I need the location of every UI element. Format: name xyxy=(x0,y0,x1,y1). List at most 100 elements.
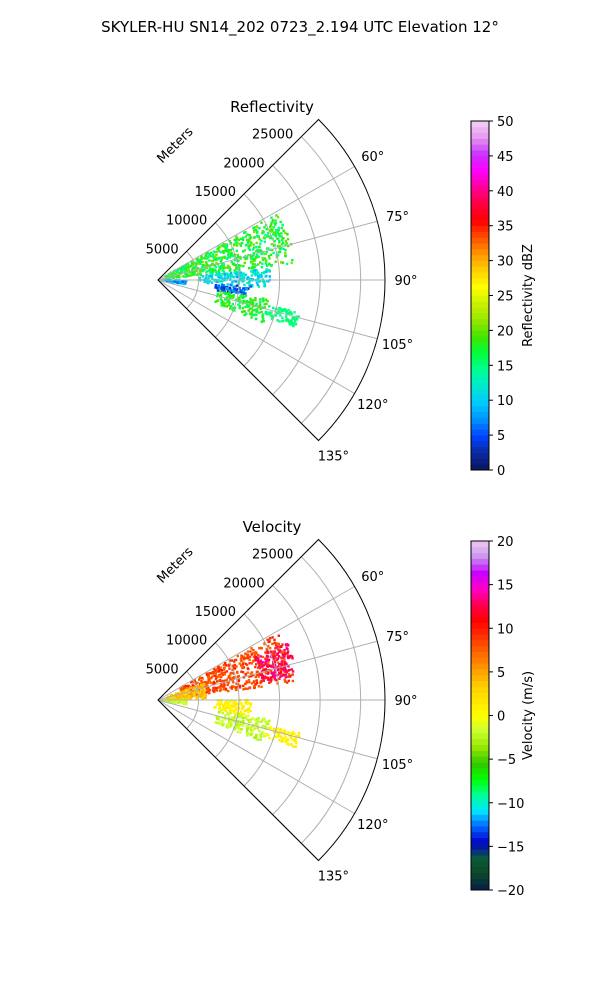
echo-cell xyxy=(253,263,257,266)
echo-cell xyxy=(235,266,238,269)
echo-cell xyxy=(280,649,283,653)
colorbar-label: Velocity (m/s) xyxy=(521,671,536,760)
echo-cell xyxy=(181,280,185,283)
colorbar-swatch xyxy=(471,196,489,203)
echo-cell xyxy=(248,283,251,286)
echo-cell xyxy=(214,706,217,709)
echo-cell xyxy=(219,290,222,293)
echo-cell xyxy=(244,292,247,295)
echo-cell xyxy=(206,251,209,254)
colorbar-swatch xyxy=(471,663,489,670)
echo-cell xyxy=(263,642,266,646)
echo-cell xyxy=(229,711,232,714)
echo-cell xyxy=(287,738,290,742)
echo-cell xyxy=(252,685,256,688)
echo-cell xyxy=(217,702,220,705)
echo-cell xyxy=(243,712,246,716)
echo-cell xyxy=(263,285,266,288)
echo-cell xyxy=(264,275,267,278)
echo-cell xyxy=(220,282,223,286)
echo-cell xyxy=(217,675,220,678)
echo-cell xyxy=(229,673,232,676)
echo-cell xyxy=(246,655,249,658)
echo-cell xyxy=(242,272,245,275)
echo-cell xyxy=(185,700,188,703)
echo-cell xyxy=(192,691,195,695)
echo-cell xyxy=(246,301,249,304)
echo-cell xyxy=(187,688,190,692)
echo-cell xyxy=(270,221,273,225)
colorbar-swatch xyxy=(471,762,489,769)
echo-cell xyxy=(274,260,277,263)
echo-cell xyxy=(255,250,258,253)
echo-cell xyxy=(184,690,187,693)
echo-cell xyxy=(278,244,282,248)
echo-cell xyxy=(216,680,219,683)
echo-cell xyxy=(245,255,248,259)
echo-cell xyxy=(232,262,236,265)
echo-cell xyxy=(235,235,238,238)
echo-cell xyxy=(220,720,223,723)
echo-cell xyxy=(234,280,238,283)
echo-cell xyxy=(274,234,277,238)
echo-cell xyxy=(204,254,207,258)
azimuth-radial xyxy=(157,640,378,701)
radial-tick-label: 10000 xyxy=(166,214,207,229)
echo-cell xyxy=(244,257,247,261)
echo-cell xyxy=(230,723,233,726)
echo-cell xyxy=(297,732,301,735)
colorbar-tick-label: 5 xyxy=(497,429,505,444)
colorbar-label: Reflectivity dBZ xyxy=(521,244,536,347)
echo-cell xyxy=(263,257,267,260)
echo-cell xyxy=(279,667,283,670)
echo-cell xyxy=(190,681,193,684)
echo-cell xyxy=(255,721,258,724)
echo-cell xyxy=(223,673,226,676)
echo-cell xyxy=(272,662,275,666)
echo-cell xyxy=(175,279,179,283)
colorbar-tick-label: −20 xyxy=(497,884,524,899)
echo-cell xyxy=(274,657,277,660)
echo-cell xyxy=(220,299,224,303)
echo-cell xyxy=(283,649,286,652)
echo-cell xyxy=(234,700,237,704)
echo-cell xyxy=(268,269,271,272)
echo-cell xyxy=(261,655,264,659)
echo-cell xyxy=(242,688,245,691)
colorbar-swatch xyxy=(471,639,489,647)
echo-cell xyxy=(231,308,234,311)
echo-cell xyxy=(218,272,221,275)
echo-cell xyxy=(220,258,223,261)
echo-cell xyxy=(244,243,248,247)
echo-cell xyxy=(235,703,238,706)
echo-cell xyxy=(276,735,279,739)
echo-cell xyxy=(273,727,276,731)
echo-cell xyxy=(259,655,262,658)
colorbar-swatch xyxy=(471,458,489,465)
colorbar-swatch xyxy=(471,849,489,856)
echo-cell xyxy=(280,730,283,734)
echo-cell xyxy=(287,309,290,312)
colorbar-swatch xyxy=(471,831,489,839)
echo-cell xyxy=(263,717,266,720)
echo-cell xyxy=(186,697,189,700)
echo-cell xyxy=(242,287,245,290)
echo-cell xyxy=(270,263,273,267)
echo-cell xyxy=(201,688,205,691)
echo-cell xyxy=(217,711,221,714)
colorbar-swatch xyxy=(471,324,489,331)
echo-cell xyxy=(214,300,217,303)
echo-cell xyxy=(266,638,269,641)
echo-cell xyxy=(242,310,246,313)
echo-cell xyxy=(226,248,229,252)
echo-cell xyxy=(245,657,248,660)
echo-cell xyxy=(248,280,251,284)
colorbar-swatch xyxy=(471,802,489,809)
echo-cell xyxy=(267,255,271,258)
echo-cell xyxy=(232,285,235,289)
echo-cell xyxy=(238,715,242,719)
echo-cell xyxy=(193,271,196,274)
echo-cell xyxy=(192,261,196,264)
colorbar-swatch xyxy=(471,744,489,751)
echo-cell xyxy=(269,726,272,729)
